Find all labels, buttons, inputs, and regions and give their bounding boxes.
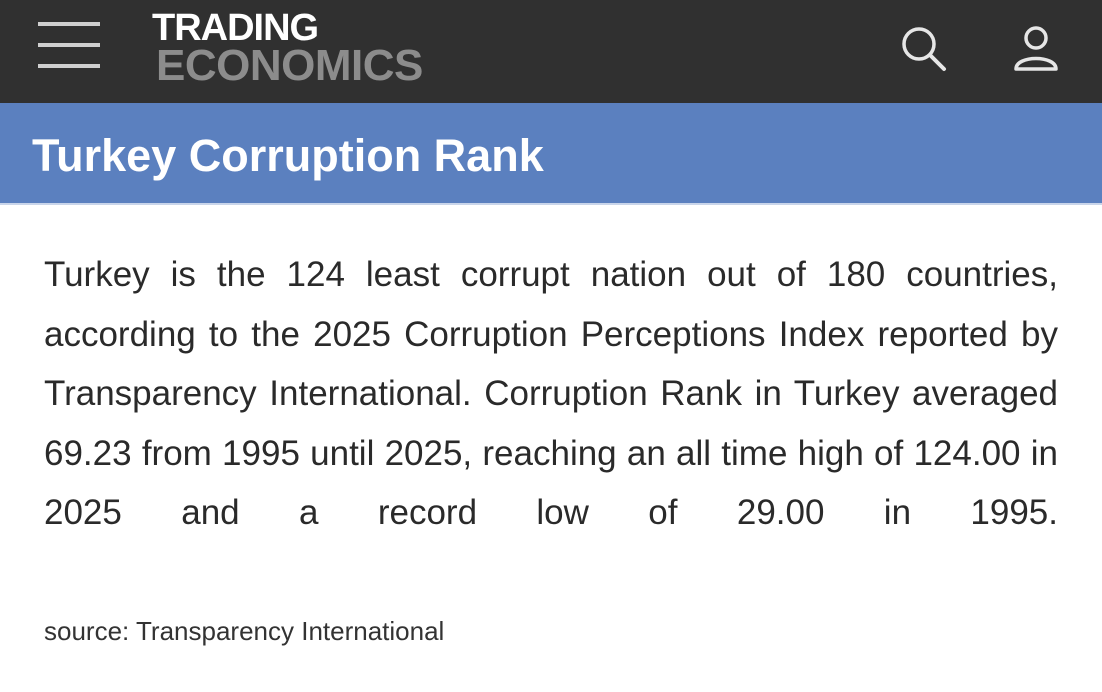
description: Turkey is the 124 least corrupt nation o… xyxy=(44,255,1058,532)
logo-bottom[interactable]: ECONOMICS xyxy=(156,41,423,90)
top-bar: TRADING ECONOMICS xyxy=(0,0,1102,103)
logo-top[interactable]: TRADING xyxy=(152,7,319,49)
page-title: Turkey Corruption Rank xyxy=(32,130,544,181)
title-band: Turkey Corruption Rank xyxy=(0,103,1102,205)
user-button[interactable] xyxy=(1012,25,1060,73)
source: source: Transparency International xyxy=(44,616,445,646)
menu-button[interactable] xyxy=(38,20,100,70)
search-button[interactable] xyxy=(900,25,948,73)
